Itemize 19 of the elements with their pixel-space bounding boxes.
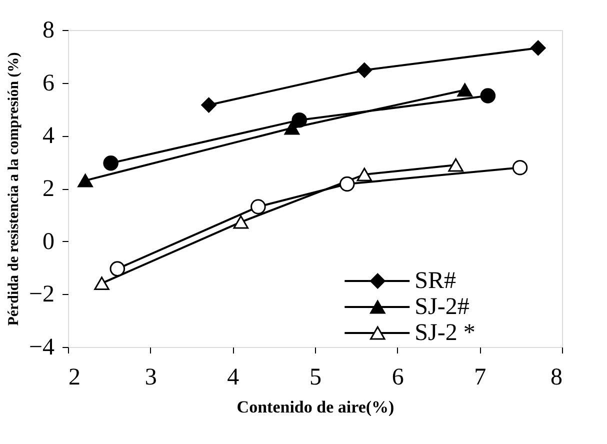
legend-label: SR# xyxy=(414,268,456,294)
y-tick-label: 6 xyxy=(42,70,54,96)
y-tick-label: 2 xyxy=(42,176,54,202)
x-axis-title: Contenido de aire(%) xyxy=(236,398,394,416)
x-tick-label: 5 xyxy=(310,364,322,390)
legend-label: SJ-2 * xyxy=(414,320,476,346)
y-tick-label: 0 xyxy=(42,228,54,255)
x-tick-label: 4 xyxy=(227,364,240,390)
x-tick-label: 3 xyxy=(144,364,157,390)
x-tick-label: 7 xyxy=(474,364,486,390)
legend-label: SJ-2# xyxy=(414,294,470,320)
y-axis-title: Pérdida de resistencia a la compresión (%) xyxy=(6,52,22,326)
x-tick-label: 8 xyxy=(550,364,562,390)
y-tick-label: −4 xyxy=(28,334,54,360)
y-tick-label: 8 xyxy=(42,18,54,44)
y-tick-label: 4 xyxy=(42,123,54,150)
x-tick-label: 6 xyxy=(392,364,404,390)
x-tick-label: 2 xyxy=(68,364,80,390)
y-tick-label: −2 xyxy=(28,282,54,308)
